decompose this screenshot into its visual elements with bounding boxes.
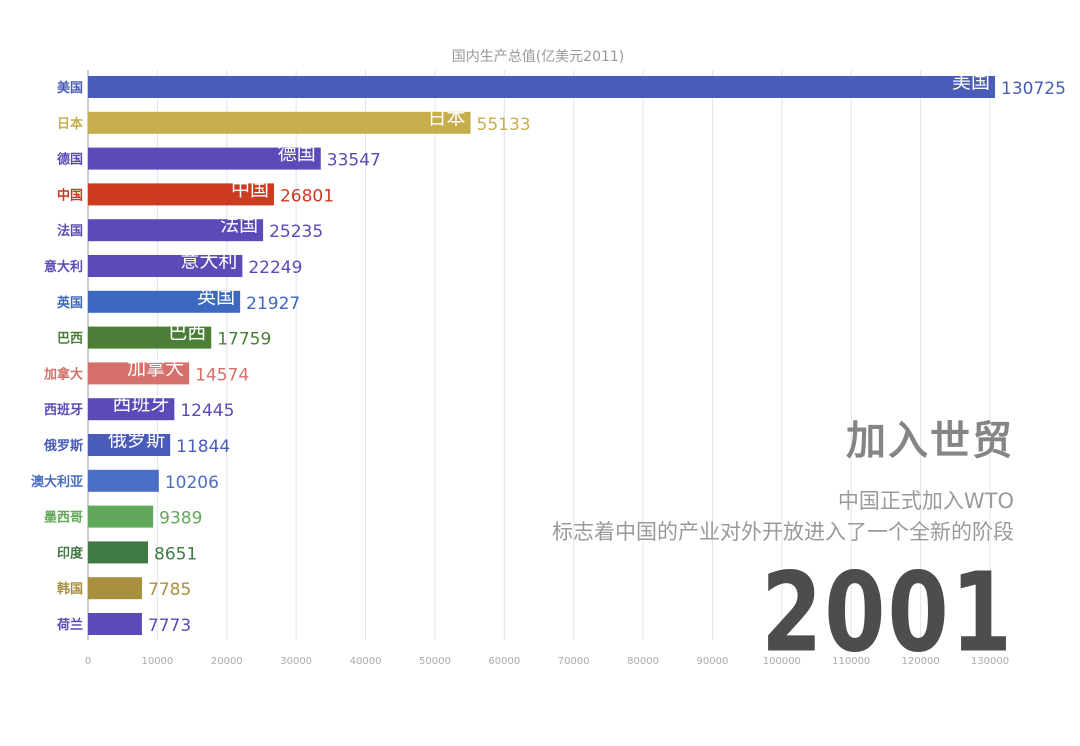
in-bar-label: 西班牙 — [112, 393, 169, 415]
category-label: 德国 — [57, 152, 83, 168]
value-label: 21927 — [246, 294, 300, 314]
bar — [88, 147, 321, 170]
x-tick-label: 90000 — [697, 656, 729, 667]
value-label: 17759 — [217, 330, 271, 350]
bar — [88, 255, 243, 277]
bar — [88, 398, 175, 421]
value-label: 10206 — [165, 473, 219, 493]
bar — [88, 577, 143, 600]
in-bar-label: 法国 — [220, 214, 258, 236]
bar — [88, 541, 149, 564]
bar — [88, 505, 154, 528]
x-tick-label: 120000 — [902, 656, 940, 667]
category-label: 印度 — [57, 545, 84, 561]
bar — [88, 111, 471, 134]
x-tick-label: 100000 — [763, 656, 801, 667]
in-bar-label: 巴西 — [168, 322, 206, 344]
category-label: 美国 — [57, 80, 83, 96]
value-label: 8651 — [154, 544, 197, 564]
value-label: 9389 — [159, 509, 202, 529]
value-label: 33547 — [327, 151, 381, 171]
x-axis-ticks: 0 10000 20000 30000 40000 50000 60000 70000 8000… — [85, 656, 1009, 667]
in-bar-label: 中国 — [231, 178, 269, 200]
bar — [88, 469, 159, 492]
x-tick-label: 50000 — [419, 656, 451, 667]
bar — [88, 290, 241, 313]
category-label: 日本 — [57, 116, 83, 132]
category-label: 韩国 — [57, 581, 83, 597]
bar — [88, 326, 212, 349]
event-line-1: 中国正式加入WTO — [837, 489, 1014, 513]
bar — [88, 219, 264, 242]
in-bar-label: 意大利 — [180, 250, 237, 272]
x-tick-label: 80000 — [627, 656, 659, 667]
bar — [88, 76, 996, 98]
value-label: 14574 — [195, 365, 249, 385]
in-bar-label: 日本 — [428, 107, 466, 129]
category-label: 英国 — [56, 295, 83, 311]
value-label: 26801 — [280, 186, 334, 206]
x-tick-label: 60000 — [488, 656, 520, 667]
x-tick-label: 10000 — [141, 656, 173, 667]
event-line-2: 标志着中国的产业对外开放进入了一个全新的阶段 — [552, 520, 1014, 544]
category-label: 加拿大 — [43, 366, 83, 382]
category-label: 法国 — [57, 223, 83, 239]
value-label: 7785 — [148, 580, 191, 600]
value-label: 22249 — [248, 258, 302, 278]
x-tick-label: 110000 — [832, 656, 870, 667]
category-label: 意大利 — [44, 259, 83, 275]
event-description: 中国正式加入WTO 标志着中国的产业对外开放进入了一个全新的阶段 — [552, 486, 1014, 548]
category-label: 俄罗斯 — [43, 438, 83, 454]
event-title: 加入世贸 — [846, 418, 1014, 464]
value-label: 11844 — [176, 437, 230, 457]
x-tick-label: 0 — [85, 656, 91, 667]
category-label: 巴西 — [57, 332, 83, 347]
in-bar-label: 美国 — [952, 71, 990, 93]
x-tick-label: 130000 — [971, 656, 1009, 667]
bar — [88, 613, 142, 635]
x-tick-label: 70000 — [558, 656, 590, 667]
in-bar-label: 德国 — [278, 143, 316, 165]
bars: 美国 美国 130725 日本 日本 55133 德国 德国 33547 中国 中国 26801 法国 法… — [31, 71, 1066, 636]
value-label: 25235 — [269, 222, 323, 242]
in-bar-label: 英国 — [197, 286, 235, 308]
chart-title: 国内生产总值(亿美元2011) — [452, 49, 625, 65]
in-bar-label: 加拿大 — [127, 356, 184, 379]
category-label: 中国 — [57, 187, 83, 203]
value-label: 130725 — [1001, 79, 1066, 99]
x-tick-label: 40000 — [350, 656, 382, 667]
x-tick-label: 20000 — [211, 656, 243, 667]
x-tick-label: 30000 — [280, 656, 312, 667]
category-label: 西班牙 — [44, 402, 83, 418]
value-label: 12445 — [180, 401, 234, 421]
category-label: 澳大利亚 — [31, 474, 83, 490]
bar — [88, 434, 171, 456]
bar — [88, 362, 190, 385]
value-label: 7773 — [148, 616, 191, 636]
category-label: 墨西哥 — [44, 510, 83, 526]
year-label: 2001 — [761, 548, 1014, 677]
bar — [88, 183, 274, 206]
category-label: 荷兰 — [56, 617, 83, 633]
value-label: 55133 — [477, 115, 531, 135]
in-bar-label: 俄罗斯 — [108, 429, 165, 451]
